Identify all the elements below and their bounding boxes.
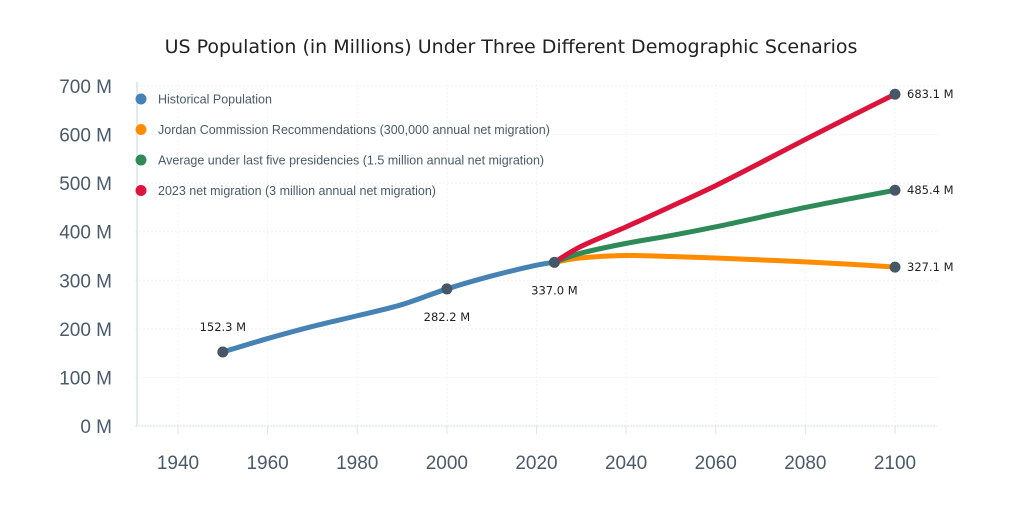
data-label: 152.3 M <box>200 320 247 334</box>
y-axis-ticks: 0 M 100 M 200 M 300 M 400 M 500 M 600 M 700 M <box>59 77 112 438</box>
series-line-1 <box>551 252 898 270</box>
data-label: 485.4 M <box>907 183 954 197</box>
y-tick-label: 600 M <box>59 126 112 147</box>
legend-label: 2023 net migration (3 million annual net… <box>158 184 436 198</box>
y-tick-label: 700 M <box>59 77 112 98</box>
grid <box>135 80 937 426</box>
data-point-marker <box>889 261 901 273</box>
legend-marker <box>135 124 147 135</box>
data-point-marker <box>217 346 229 358</box>
x-tick-label: 2060 <box>695 453 737 474</box>
x-tick-label: 1960 <box>246 453 288 474</box>
series-lines <box>220 91 898 355</box>
x-axis-ticks: 1940 1960 1980 2000 2020 2040 2060 2080 2100 <box>157 453 916 474</box>
x-tick-label: 2100 <box>874 453 916 474</box>
legend-marker <box>135 93 147 105</box>
legend-item: Jordan Commission Recommendations (300,0… <box>135 123 550 137</box>
data-markers <box>217 88 901 358</box>
x-tick-label: 1980 <box>336 453 378 474</box>
y-tick-label: 500 M <box>59 174 112 195</box>
x-tick-label: 2080 <box>784 453 826 474</box>
legend-label: Historical Population <box>158 93 272 107</box>
y-tick-label: 100 M <box>59 368 112 389</box>
series-line-0 <box>220 259 557 355</box>
x-tick-label: 2040 <box>605 453 647 474</box>
data-label: 337.0 M <box>531 283 578 297</box>
legend-item: Average under last five presidencies (1.… <box>135 154 544 168</box>
chart-title: US Population (in Millions) Under Three … <box>165 36 858 58</box>
y-tick-label: 0 M <box>80 417 112 438</box>
data-label: 327.1 M <box>907 260 954 274</box>
series-line-2 <box>551 187 898 265</box>
legend: Historical Population Jordan Commission R… <box>135 93 550 198</box>
data-point-marker <box>889 184 901 196</box>
legend-label: Jordan Commission Recommendations (300,0… <box>158 123 550 137</box>
data-label: 683.1 M <box>907 87 954 101</box>
axes <box>135 82 937 434</box>
legend-marker <box>135 185 147 196</box>
data-point-marker <box>548 256 560 268</box>
data-label: 282.2 M <box>424 310 471 324</box>
data-point-marker <box>889 88 901 100</box>
x-tick-label: 1940 <box>157 453 199 474</box>
legend-item: 2023 net migration (3 million annual net… <box>135 184 436 198</box>
legend-item: Historical Population <box>135 93 272 107</box>
legend-label: Average under last five presidencies (1.… <box>158 154 544 168</box>
y-tick-label: 200 M <box>59 320 112 341</box>
legend-marker <box>135 154 147 166</box>
data-labels: 152.3 M 282.2 M 337.0 M 683.1 M 485.4 M 327.1… <box>200 87 954 334</box>
y-tick-label: 300 M <box>59 271 112 292</box>
data-point-marker <box>441 283 453 295</box>
y-tick-label: 400 M <box>59 223 112 244</box>
x-tick-label: 2020 <box>515 453 557 474</box>
x-tick-label: 2000 <box>426 453 468 474</box>
series-line-3 <box>551 91 898 265</box>
